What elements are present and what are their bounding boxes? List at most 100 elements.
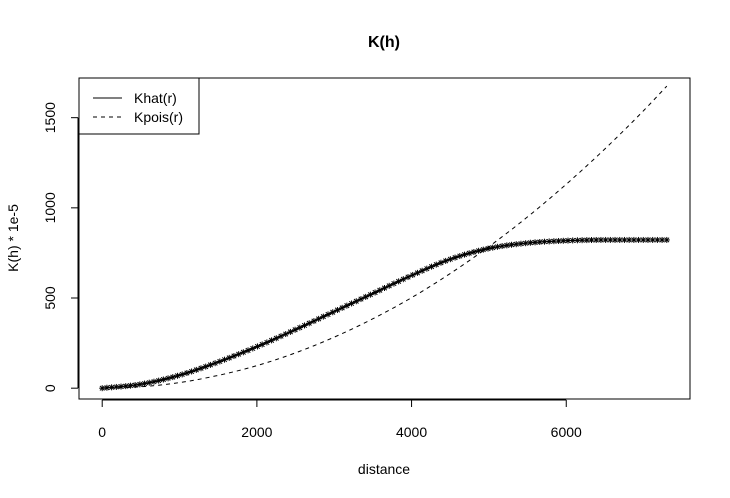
data-point-marker: [409, 271, 416, 278]
data-point-marker: [649, 236, 656, 243]
data-point-marker: [357, 296, 364, 303]
data-point-marker: [456, 253, 463, 260]
data-point-marker: [659, 236, 666, 243]
data-point-marker: [249, 345, 256, 352]
data-point-marker: [386, 282, 393, 289]
data-point-marker: [292, 326, 299, 333]
data-point-marker: [334, 307, 341, 314]
data-point-marker: [325, 311, 332, 318]
plot-frame: [78, 77, 691, 400]
data-point-marker: [160, 376, 167, 383]
legend: Khat(r) Kpois(r): [78, 77, 200, 135]
data-point-marker: [188, 368, 195, 375]
y-axis-label: K(h) * 1e-5: [5, 204, 21, 272]
series-line-khat: [102, 239, 667, 389]
y-tick-label: 1000: [42, 192, 58, 223]
data-point-marker: [381, 285, 388, 292]
y-tick-label: 1500: [42, 102, 58, 133]
data-point-marker: [470, 248, 477, 255]
data-point-marker: [485, 245, 492, 252]
data-point-marker: [489, 244, 496, 251]
data-point-marker: [419, 267, 426, 274]
data-point-marker: [277, 333, 284, 340]
data-point-marker: [461, 251, 468, 258]
data-point-marker: [550, 238, 557, 245]
data-point-marker: [320, 313, 327, 320]
data-point-marker: [343, 302, 350, 309]
series-layer: [99, 85, 670, 392]
data-point-marker: [607, 236, 614, 243]
data-point-marker: [353, 298, 360, 305]
data-point-marker: [207, 361, 214, 368]
data-point-marker: [146, 379, 153, 386]
x-axis-label: distance: [358, 461, 410, 477]
data-point-marker: [193, 366, 200, 373]
data-point-marker: [663, 236, 670, 243]
data-point-marker: [136, 381, 143, 388]
chart-title: K(h): [368, 34, 400, 51]
data-point-marker: [254, 343, 261, 350]
data-point-marker: [235, 351, 242, 358]
data-point-marker: [306, 320, 313, 327]
data-point-marker: [245, 347, 252, 354]
data-point-marker: [315, 315, 322, 322]
data-point-marker: [282, 331, 289, 338]
data-point-marker: [226, 354, 233, 361]
data-point-marker: [141, 380, 148, 387]
data-point-marker: [499, 243, 506, 250]
data-point-marker: [165, 375, 172, 382]
data-point-marker: [423, 265, 430, 272]
data-point-marker: [174, 372, 181, 379]
data-point-marker: [503, 242, 510, 249]
legend-box: [78, 77, 200, 135]
data-point-marker: [414, 269, 421, 276]
legend-label-khat: Khat(r): [134, 90, 177, 106]
data-point-marker: [202, 363, 209, 370]
data-point-marker: [155, 377, 162, 384]
data-point-marker: [569, 237, 576, 244]
data-point-marker: [301, 322, 308, 329]
data-point-marker: [437, 259, 444, 266]
data-point-marker: [198, 365, 205, 372]
y-tick-label: 0: [42, 384, 58, 392]
y-axis: 0 500 1000 1500: [42, 102, 79, 392]
data-point-marker: [644, 236, 651, 243]
data-point-marker: [179, 371, 186, 378]
data-point-marker: [508, 241, 515, 248]
data-point-marker: [230, 353, 237, 360]
data-point-marker: [560, 237, 567, 244]
data-point-marker: [447, 256, 454, 263]
x-axis: 0 2000 4000 6000: [98, 399, 582, 440]
data-point-marker: [475, 247, 482, 254]
data-point-marker: [452, 254, 459, 261]
data-point-marker: [169, 374, 176, 381]
data-point-marker: [348, 300, 355, 307]
data-point-marker: [362, 293, 369, 300]
data-point-marker: [428, 263, 435, 270]
data-point-marker: [221, 356, 228, 363]
data-point-marker: [367, 291, 374, 298]
x-tick-label: 4000: [396, 424, 427, 440]
data-point-marker: [150, 378, 157, 385]
data-point-marker: [240, 349, 247, 356]
data-point-marker: [640, 236, 647, 243]
legend-label-kpois: Kpois(r): [134, 109, 183, 125]
data-point-marker: [372, 289, 379, 296]
data-point-marker: [273, 335, 280, 342]
y-tick-label: 500: [42, 286, 58, 310]
data-point-marker: [494, 243, 501, 250]
data-point-marker: [532, 239, 539, 246]
data-point-marker: [339, 304, 346, 311]
data-point-marker: [390, 280, 397, 287]
data-point-marker: [442, 257, 449, 264]
data-point-marker: [212, 360, 219, 367]
data-point-marker: [268, 337, 275, 344]
data-point-marker: [296, 324, 303, 331]
data-point-marker: [405, 274, 412, 281]
x-tick-label: 2000: [241, 424, 272, 440]
data-point-marker: [513, 241, 520, 248]
x-tick-label: 0: [98, 424, 106, 440]
data-point-marker: [259, 341, 266, 348]
data-point-marker: [263, 339, 270, 346]
